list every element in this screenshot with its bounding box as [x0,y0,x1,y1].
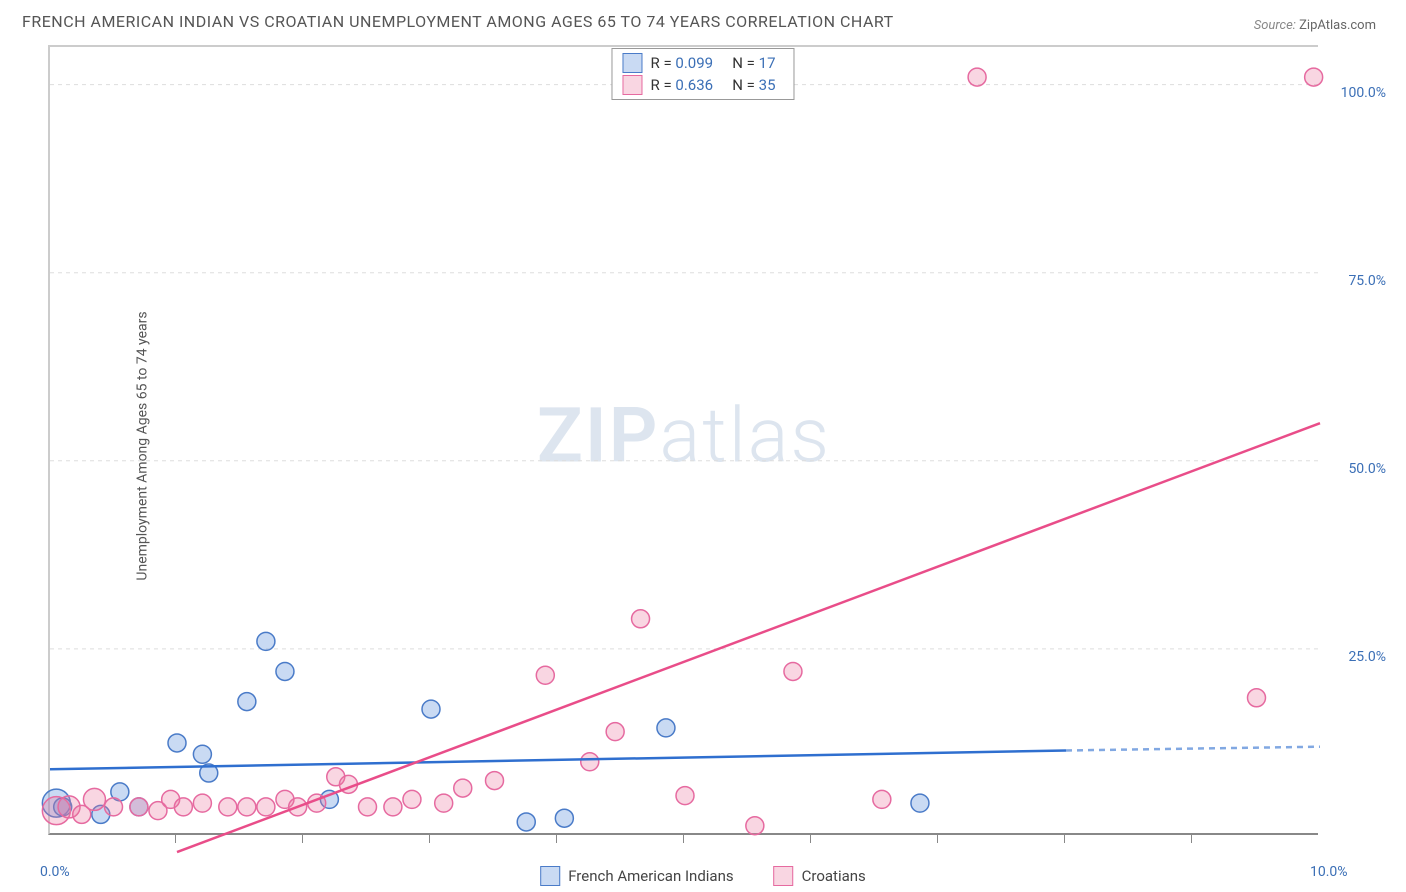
legend-swatch [774,866,794,886]
series-legend-item: French American Indians [540,866,733,886]
series-legend: French American Indians Croatians [540,866,866,886]
source-value: ZipAtlas.com [1299,18,1376,33]
x-tick-label: 10.0% [1310,864,1348,880]
series-legend-item: Croatians [774,866,866,886]
legend-stats-text: R = 0.099 N = 17 [650,54,783,72]
y-tick-label: 100.0% [1341,85,1386,101]
y-tick-label: 50.0% [1348,461,1386,477]
x-minor-tick [302,835,303,843]
x-minor-tick [1191,835,1192,843]
source-attribution: Source: ZipAtlas.com [1254,18,1376,33]
x-minor-tick [810,835,811,843]
series-legend-label: Croatians [802,867,866,885]
series-legend-label: French American Indians [568,867,733,885]
x-minor-tick [429,835,430,843]
legend-swatch [622,53,642,73]
y-tick-label: 25.0% [1348,649,1386,665]
legend-swatch [622,75,642,95]
correlation-legend-row: R = 0.099 N = 17 [622,53,783,73]
x-minor-tick [937,835,938,843]
x-minor-tick [175,835,176,843]
x-minor-tick [556,835,557,843]
y-tick-label: 75.0% [1348,273,1386,289]
chart-title: FRENCH AMERICAN INDIAN VS CROATIAN UNEMP… [22,12,894,31]
x-minor-tick [1064,835,1065,843]
legend-stats-text: R = 0.636 N = 35 [650,76,783,94]
scatter-plot-svg [50,47,1318,833]
x-tick-label: 0.0% [40,864,70,880]
legend-swatch [540,866,560,886]
correlation-legend: R = 0.099 N = 17 R = 0.636 N = 35 [611,48,794,100]
plot-area: ZIPatlas [48,45,1318,835]
correlation-legend-row: R = 0.636 N = 35 [622,75,783,95]
source-label: Source: [1254,18,1296,33]
x-minor-tick [683,835,684,843]
